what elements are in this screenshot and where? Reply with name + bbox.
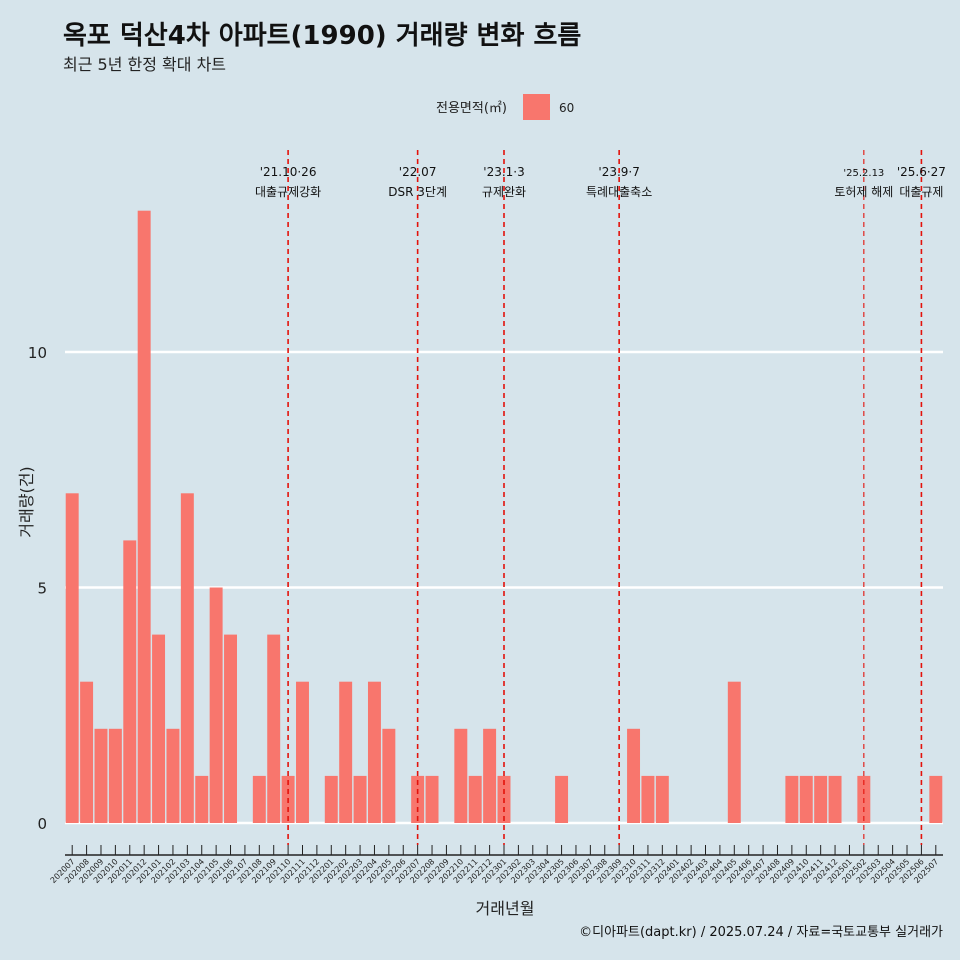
bar-202010 [108, 728, 122, 823]
bar-202111 [296, 681, 309, 823]
bar-202109 [267, 634, 281, 823]
legend-label: 60 [559, 101, 574, 115]
bar-202203 [353, 775, 367, 823]
y-tick-label: 10 [28, 344, 47, 362]
bar-202411 [814, 775, 828, 823]
event-date: '22.07 [399, 165, 437, 179]
bar-202311 [641, 775, 655, 823]
event-date: '23.9·7 [598, 165, 639, 179]
legend-title: 전용면적(㎡) [436, 101, 507, 116]
bar-202405 [727, 681, 741, 823]
bar-202101 [152, 634, 166, 823]
bar-202208 [425, 775, 439, 823]
bar-202103 [180, 493, 194, 823]
bar-202409 [785, 775, 799, 823]
chart-title: 옥포 덕산4차 아파트(1990) 거래량 변화 흐름 [63, 21, 581, 51]
event-label: 규제완화 [482, 185, 526, 199]
caption: ©디아파트(dapt.kr) / 2025.07.24 / 자료=국토교통부 실… [579, 925, 943, 940]
event-date: '23.1·3 [483, 165, 524, 179]
bar-202210 [454, 728, 468, 823]
event-date: '25.2.13 [843, 168, 884, 179]
chart-subtitle: 최근 5년 한정 확대 차트 [63, 55, 226, 74]
x-axis-label: 거래년월 [476, 899, 535, 918]
bar-202102 [166, 728, 180, 823]
bar-202305 [555, 775, 569, 823]
bar-202012 [137, 210, 151, 823]
bar-202507 [929, 775, 943, 823]
y-tick-label: 0 [37, 815, 47, 833]
bar-202106 [224, 634, 238, 823]
y-axis-label: 거래량(건) [17, 466, 36, 537]
bar-202104 [195, 775, 209, 823]
bar-202008 [80, 681, 94, 823]
bar-202108 [252, 775, 266, 823]
bars [65, 210, 943, 823]
bar-202310 [627, 728, 641, 823]
bar-202202 [339, 681, 353, 823]
event-label: 토허제 해제 [834, 185, 893, 199]
bar-202009 [94, 728, 108, 823]
event-date: '25.6·27 [897, 165, 946, 179]
x-axis: 2020072020082020092020102020112020122021… [49, 845, 943, 885]
y-tick-label: 5 [37, 580, 47, 598]
event-label: 대출규제 [899, 185, 943, 199]
event-markers: '21.10·26 대출규제강화 '22.07 DSR 3단계 '23.1·3 규제완화 '… [255, 150, 946, 845]
event-date: '21.10·26 [260, 165, 317, 179]
bar-202201 [324, 775, 338, 823]
bar-202211 [468, 775, 482, 823]
event-label: 대출규제강화 [255, 185, 321, 199]
bar-202205 [382, 728, 396, 823]
event-label: DSR 3단계 [388, 185, 447, 199]
bar-202007 [65, 493, 79, 823]
bar-202412 [828, 775, 842, 823]
bar-202204 [367, 681, 381, 823]
bar-202312 [655, 775, 669, 823]
legend-swatch [523, 94, 550, 120]
y-axis: 0 5 10 [28, 344, 47, 833]
bar-202212 [483, 728, 497, 823]
legend: 전용면적(㎡) 60 [436, 94, 574, 120]
bar-202105 [209, 587, 223, 823]
event-label: 특례대출축소 [586, 185, 652, 199]
bar-202011 [123, 540, 137, 823]
bar-202410 [799, 775, 813, 823]
